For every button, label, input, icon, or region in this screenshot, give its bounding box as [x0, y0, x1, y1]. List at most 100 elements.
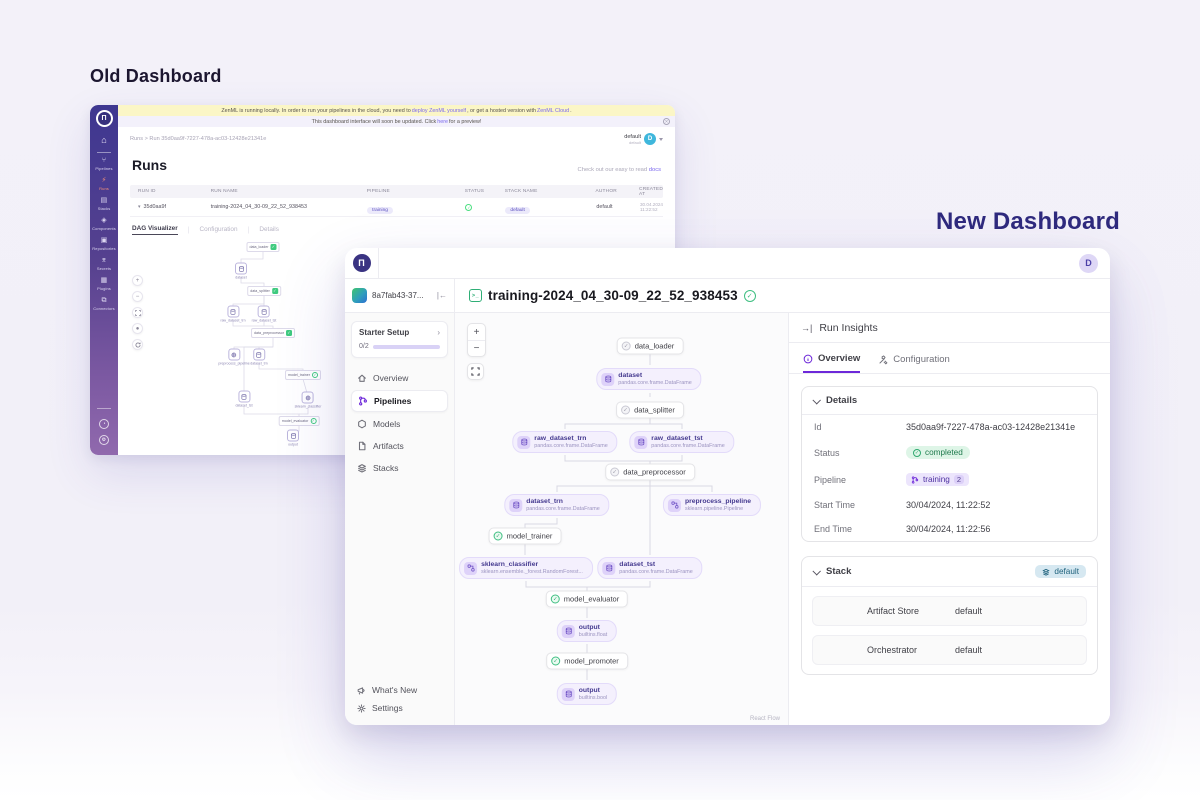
dag-node-step-data-loader[interactable]: ✓ data_loader: [616, 337, 684, 355]
react-flow-attribution[interactable]: React Flow: [749, 716, 780, 722]
stack-row-orchestrator[interactable]: Orchestrator default: [812, 635, 1087, 665]
dag-node-step-model-promoter[interactable]: ✓ model_promoter: [546, 652, 628, 670]
zenml-logo-cell: Π: [345, 248, 379, 278]
old-topbar: Runs > Run 35d0aa9f-7227-478a-ac03-12428…: [118, 127, 675, 151]
database-icon: [601, 372, 615, 386]
details-card: Details Id 35d0aa9f-7227-478a-ac03-12428…: [801, 386, 1098, 542]
zoom-out-button[interactable]: −: [132, 291, 143, 302]
dag-node-artifact[interactable]: dataset: [235, 262, 247, 280]
refresh-button[interactable]: [132, 339, 143, 350]
dag-node-artifact[interactable]: preprocess_pipeline: [218, 348, 250, 366]
sidebar-item-repositories[interactable]: ▣ Repositories: [92, 237, 116, 251]
stack-badge[interactable]: default: [505, 207, 530, 214]
details-card-header[interactable]: Details: [802, 387, 1097, 415]
sidebar-item-settings[interactable]: Settings: [351, 699, 448, 717]
stack-card-header[interactable]: Stack default: [802, 557, 1097, 587]
dag-node-artifact-dataset[interactable]: dataset pandas.core.frame.DataFrame: [596, 367, 702, 391]
lock-button[interactable]: ●: [132, 323, 143, 334]
dag-node-artifact[interactable]: dataset_trn: [250, 348, 268, 366]
zoom-out-button[interactable]: −: [468, 340, 485, 356]
old-sidebar: Π ⌂ ⑂ Pipelines ⚡ Runs ▤ Stacks ◈ Components…: [90, 105, 118, 455]
zenml-cloud-link[interactable]: ZenML Cloud: [536, 107, 570, 114]
dag-node-artifact-dataset-tst[interactable]: dataset_tst pandas.core.frame.DataFrame: [597, 556, 703, 580]
dag-node-artifact-output-float[interactable]: output builtins.float: [556, 619, 618, 643]
tab-configuration[interactable]: Configuration: [199, 225, 238, 233]
dag-node-artifact[interactable]: sklearn_classifier: [295, 391, 321, 409]
dag-node-step[interactable]: data_preprocessor ✓: [251, 328, 295, 338]
dag-node-artifact[interactable]: raw_dataset_trn: [220, 305, 246, 323]
dag-node-step[interactable]: data_loader ✓: [246, 242, 280, 252]
zoom-in-button[interactable]: +: [132, 275, 143, 286]
fit-view-button[interactable]: [132, 307, 143, 318]
sidebar-item-stacks[interactable]: Stacks: [351, 458, 448, 478]
run-title-area: >_ training-2024_04_30-09_22_52_938453 ✓: [455, 279, 1110, 312]
tab-overview[interactable]: Overview: [803, 353, 861, 373]
zenml-logo-icon[interactable]: Π: [352, 254, 371, 272]
stack-default-badge[interactable]: default: [1035, 565, 1086, 578]
sidebar-item-pipelines[interactable]: ⑂ Pipelines: [95, 157, 113, 171]
dag-node-artifact-output-bool[interactable]: output builtins.bool: [556, 682, 618, 706]
dag-node-step-model-trainer[interactable]: ✓ model_trainer: [488, 527, 562, 545]
dag-node-artifact-sklearn-classifier[interactable]: sklearn_classifier sklearn.ensemble._fore…: [459, 556, 593, 580]
starter-setup-card[interactable]: Starter Setup › 0/2: [351, 321, 448, 358]
dag-node-artifact-raw-dataset-trn[interactable]: raw_dataset_trn pandas.core.frame.DataFra…: [512, 430, 618, 454]
dag-node-step-data-preprocessor[interactable]: ✓ data_preprocessor: [605, 463, 695, 481]
sidebar-item-artifacts[interactable]: Artifacts: [351, 436, 448, 456]
tab-details[interactable]: Details: [259, 225, 279, 233]
settings-icon[interactable]: ⚙: [99, 435, 109, 445]
dag-node-artifact[interactable]: raw_dataset_tst: [252, 305, 276, 323]
dag-zoom-controls: + −: [467, 323, 486, 380]
sidebar-item-runs[interactable]: ⚡ Runs: [99, 177, 109, 191]
dag-node-step[interactable]: data_splitter ✓: [247, 286, 281, 296]
sidebar-item-plugins[interactable]: ▦ Plugins: [97, 277, 111, 291]
close-banner-icon[interactable]: ✕: [663, 118, 670, 125]
dag-canvas[interactable]: + − ✓ data_loader dataset pandas.core.fram…: [455, 313, 788, 725]
insights-content: Details Id 35d0aa9f-7227-478a-ac03-12428…: [789, 374, 1110, 725]
sidebar-item-pipelines[interactable]: Pipelines: [351, 390, 448, 412]
sidebar-item-overview[interactable]: Overview: [351, 368, 448, 388]
dag-node-step-data-splitter[interactable]: ✓ data_splitter: [616, 401, 684, 419]
database-icon: [238, 390, 250, 403]
new-header-row: 8a7fab43-37... |← >_ training-2024_04_30…: [345, 279, 1110, 313]
sidebar-item-secrets[interactable]: ⌆ Secrets: [96, 257, 112, 271]
project-selector[interactable]: 8a7fab43-37... |←: [345, 279, 455, 312]
zoom-in-button[interactable]: +: [473, 326, 480, 338]
sidebar-item-components[interactable]: ◈ Components: [92, 217, 116, 231]
fit-view-button[interactable]: [467, 363, 484, 380]
tab-dag-visualizer[interactable]: DAG Visualizer: [132, 225, 178, 235]
old-dag-canvas[interactable]: + − ● data_loader ✓ dataset data_splitter…: [118, 235, 675, 455]
table-header-row: RUN ID RUN NAME PIPELINE STATUS STACK NA…: [130, 185, 663, 198]
dag-node-artifact-dataset-trn[interactable]: dataset_trn pandas.core.frame.DataFrame: [504, 493, 610, 517]
user-menu[interactable]: default default D: [624, 133, 663, 145]
docs-link[interactable]: docs: [648, 167, 661, 173]
support-icon[interactable]: ◔: [99, 419, 109, 429]
zenml-logo-icon[interactable]: Π: [95, 110, 113, 127]
pipelines-icon: ⑂: [101, 157, 107, 164]
collapse-sidebar-icon[interactable]: |←: [436, 291, 447, 300]
tab-configuration[interactable]: Configuration: [878, 353, 950, 373]
sidebar-item-models[interactable]: Models: [351, 414, 448, 434]
dag-node-artifact-raw-dataset-tst[interactable]: raw_dataset_tst pandas.core.frame.DataFra…: [629, 430, 735, 454]
sidebar-item-connectors[interactable]: ⧉ Connectors: [93, 297, 115, 311]
dag-node-step[interactable]: model_evaluator ✓: [278, 416, 320, 426]
dag-node-artifact[interactable]: output: [287, 429, 299, 447]
sidebar-item-whats-new[interactable]: What's New: [351, 681, 448, 699]
run-completed-icon: ✓: [743, 289, 756, 302]
avatar[interactable]: D: [1079, 253, 1098, 273]
deploy-zenml-link[interactable]: deploy ZenML yourself: [411, 107, 467, 114]
sidebar-item-stacks[interactable]: ▤ Stacks: [97, 197, 111, 211]
dag-node-artifact[interactable]: dataset_tst: [235, 390, 253, 408]
stack-row-artifact-store[interactable]: Artifact Store default: [812, 596, 1087, 626]
table-row[interactable]: ▾ 35d0aa9f training-2024_04_30-09_22_52_9…: [130, 198, 663, 217]
pipeline-badge[interactable]: training: [367, 207, 393, 214]
dag-node-artifact-preprocess-pipeline[interactable]: preprocess_pipeline sklearn.pipeline.Pipe…: [662, 493, 762, 517]
preview-here-link[interactable]: here: [437, 118, 449, 125]
step-status-icon: ✓: [311, 372, 318, 378]
collapse-panel-icon[interactable]: →|: [801, 322, 813, 333]
dag-node-step[interactable]: model_trainer ✓: [285, 370, 321, 380]
avatar[interactable]: D: [644, 133, 656, 145]
dag-node-step-model-evaluator[interactable]: ✓ model_evaluator: [545, 590, 629, 608]
expand-row-icon[interactable]: ▾: [138, 204, 141, 210]
pipeline-badge[interactable]: training 2: [906, 473, 970, 486]
home-icon[interactable]: ⌂: [101, 135, 107, 145]
